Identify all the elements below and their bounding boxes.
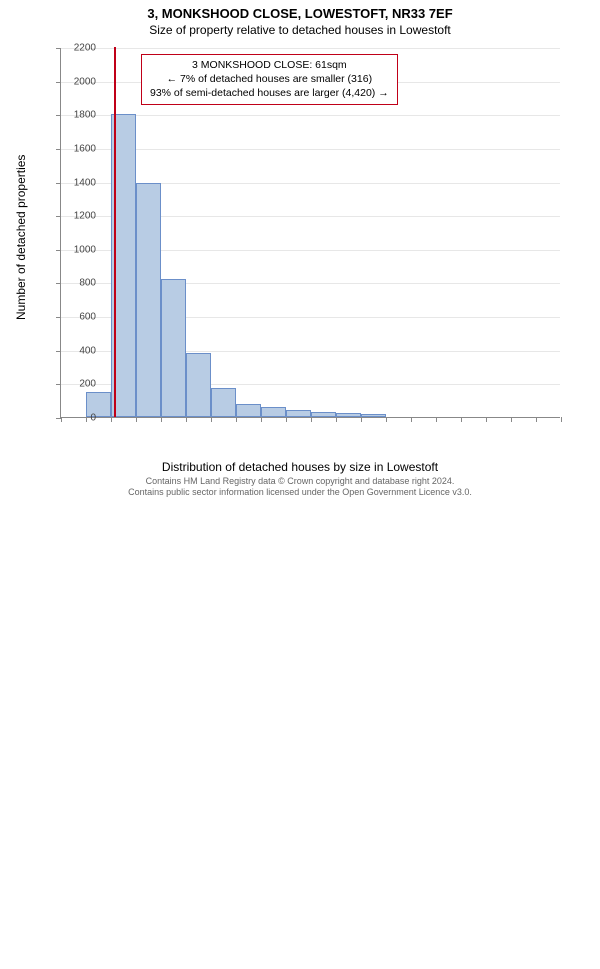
ytick-label: 200 [60,379,96,390]
page-title: 3, MONKSHOOD CLOSE, LOWESTOFT, NR33 7EF [0,0,600,21]
ytick-label: 800 [60,278,96,289]
y-axis-label: Number of detached properties [14,155,28,320]
histogram-bar [261,407,286,417]
histogram-bar [311,412,336,417]
xtick-mark [286,417,287,422]
footer-line-2: Contains public sector information licen… [0,487,600,498]
ytick-label: 2200 [60,43,96,54]
xtick-mark [311,417,312,422]
xtick-mark [536,417,537,422]
histogram-bar [236,404,261,417]
histogram-bar [186,353,211,417]
xtick-mark [211,417,212,422]
xtick-mark [386,417,387,422]
xtick-mark [411,417,412,422]
histogram-bar [161,279,186,417]
xtick-mark [486,417,487,422]
info-line-larger: 93% of semi-detached houses are larger (… [150,86,389,100]
ytick-label: 1800 [60,110,96,121]
ytick-label: 600 [60,312,96,323]
info-line-smaller: ← 7% of detached houses are smaller (316… [150,72,389,86]
gridline [61,48,560,49]
xtick-mark [111,417,112,422]
xtick-mark [136,417,137,422]
chart-plot-area: 3 MONKSHOOD CLOSE: 61sqm ← 7% of detache… [60,48,560,418]
ytick-label: 1200 [60,211,96,222]
xtick-mark [161,417,162,422]
histogram-bar [336,413,361,417]
footer-attribution: Contains HM Land Registry data © Crown c… [0,476,600,498]
xtick-mark [261,417,262,422]
xtick-mark [511,417,512,422]
page-subtitle: Size of property relative to detached ho… [0,21,600,41]
xtick-mark [336,417,337,422]
xtick-mark [361,417,362,422]
ytick-label: 400 [60,345,96,356]
ytick-label: 1000 [60,244,96,255]
xtick-mark [461,417,462,422]
histogram-bar [211,388,236,417]
xtick-mark [236,417,237,422]
property-marker-line [114,47,116,417]
ytick-label: 2000 [60,76,96,87]
info-line-size: 3 MONKSHOOD CLOSE: 61sqm [150,58,389,72]
ytick-label: 0 [60,413,96,424]
ytick-label: 1600 [60,143,96,154]
xtick-mark [186,417,187,422]
histogram-bar [286,410,311,417]
histogram-bar [136,183,161,417]
histogram-bar [361,414,386,417]
x-axis-label: Distribution of detached houses by size … [0,460,600,474]
footer-line-1: Contains HM Land Registry data © Crown c… [0,476,600,487]
ytick-label: 1400 [60,177,96,188]
property-info-box: 3 MONKSHOOD CLOSE: 61sqm ← 7% of detache… [141,54,398,105]
xtick-mark [561,417,562,422]
xtick-mark [436,417,437,422]
